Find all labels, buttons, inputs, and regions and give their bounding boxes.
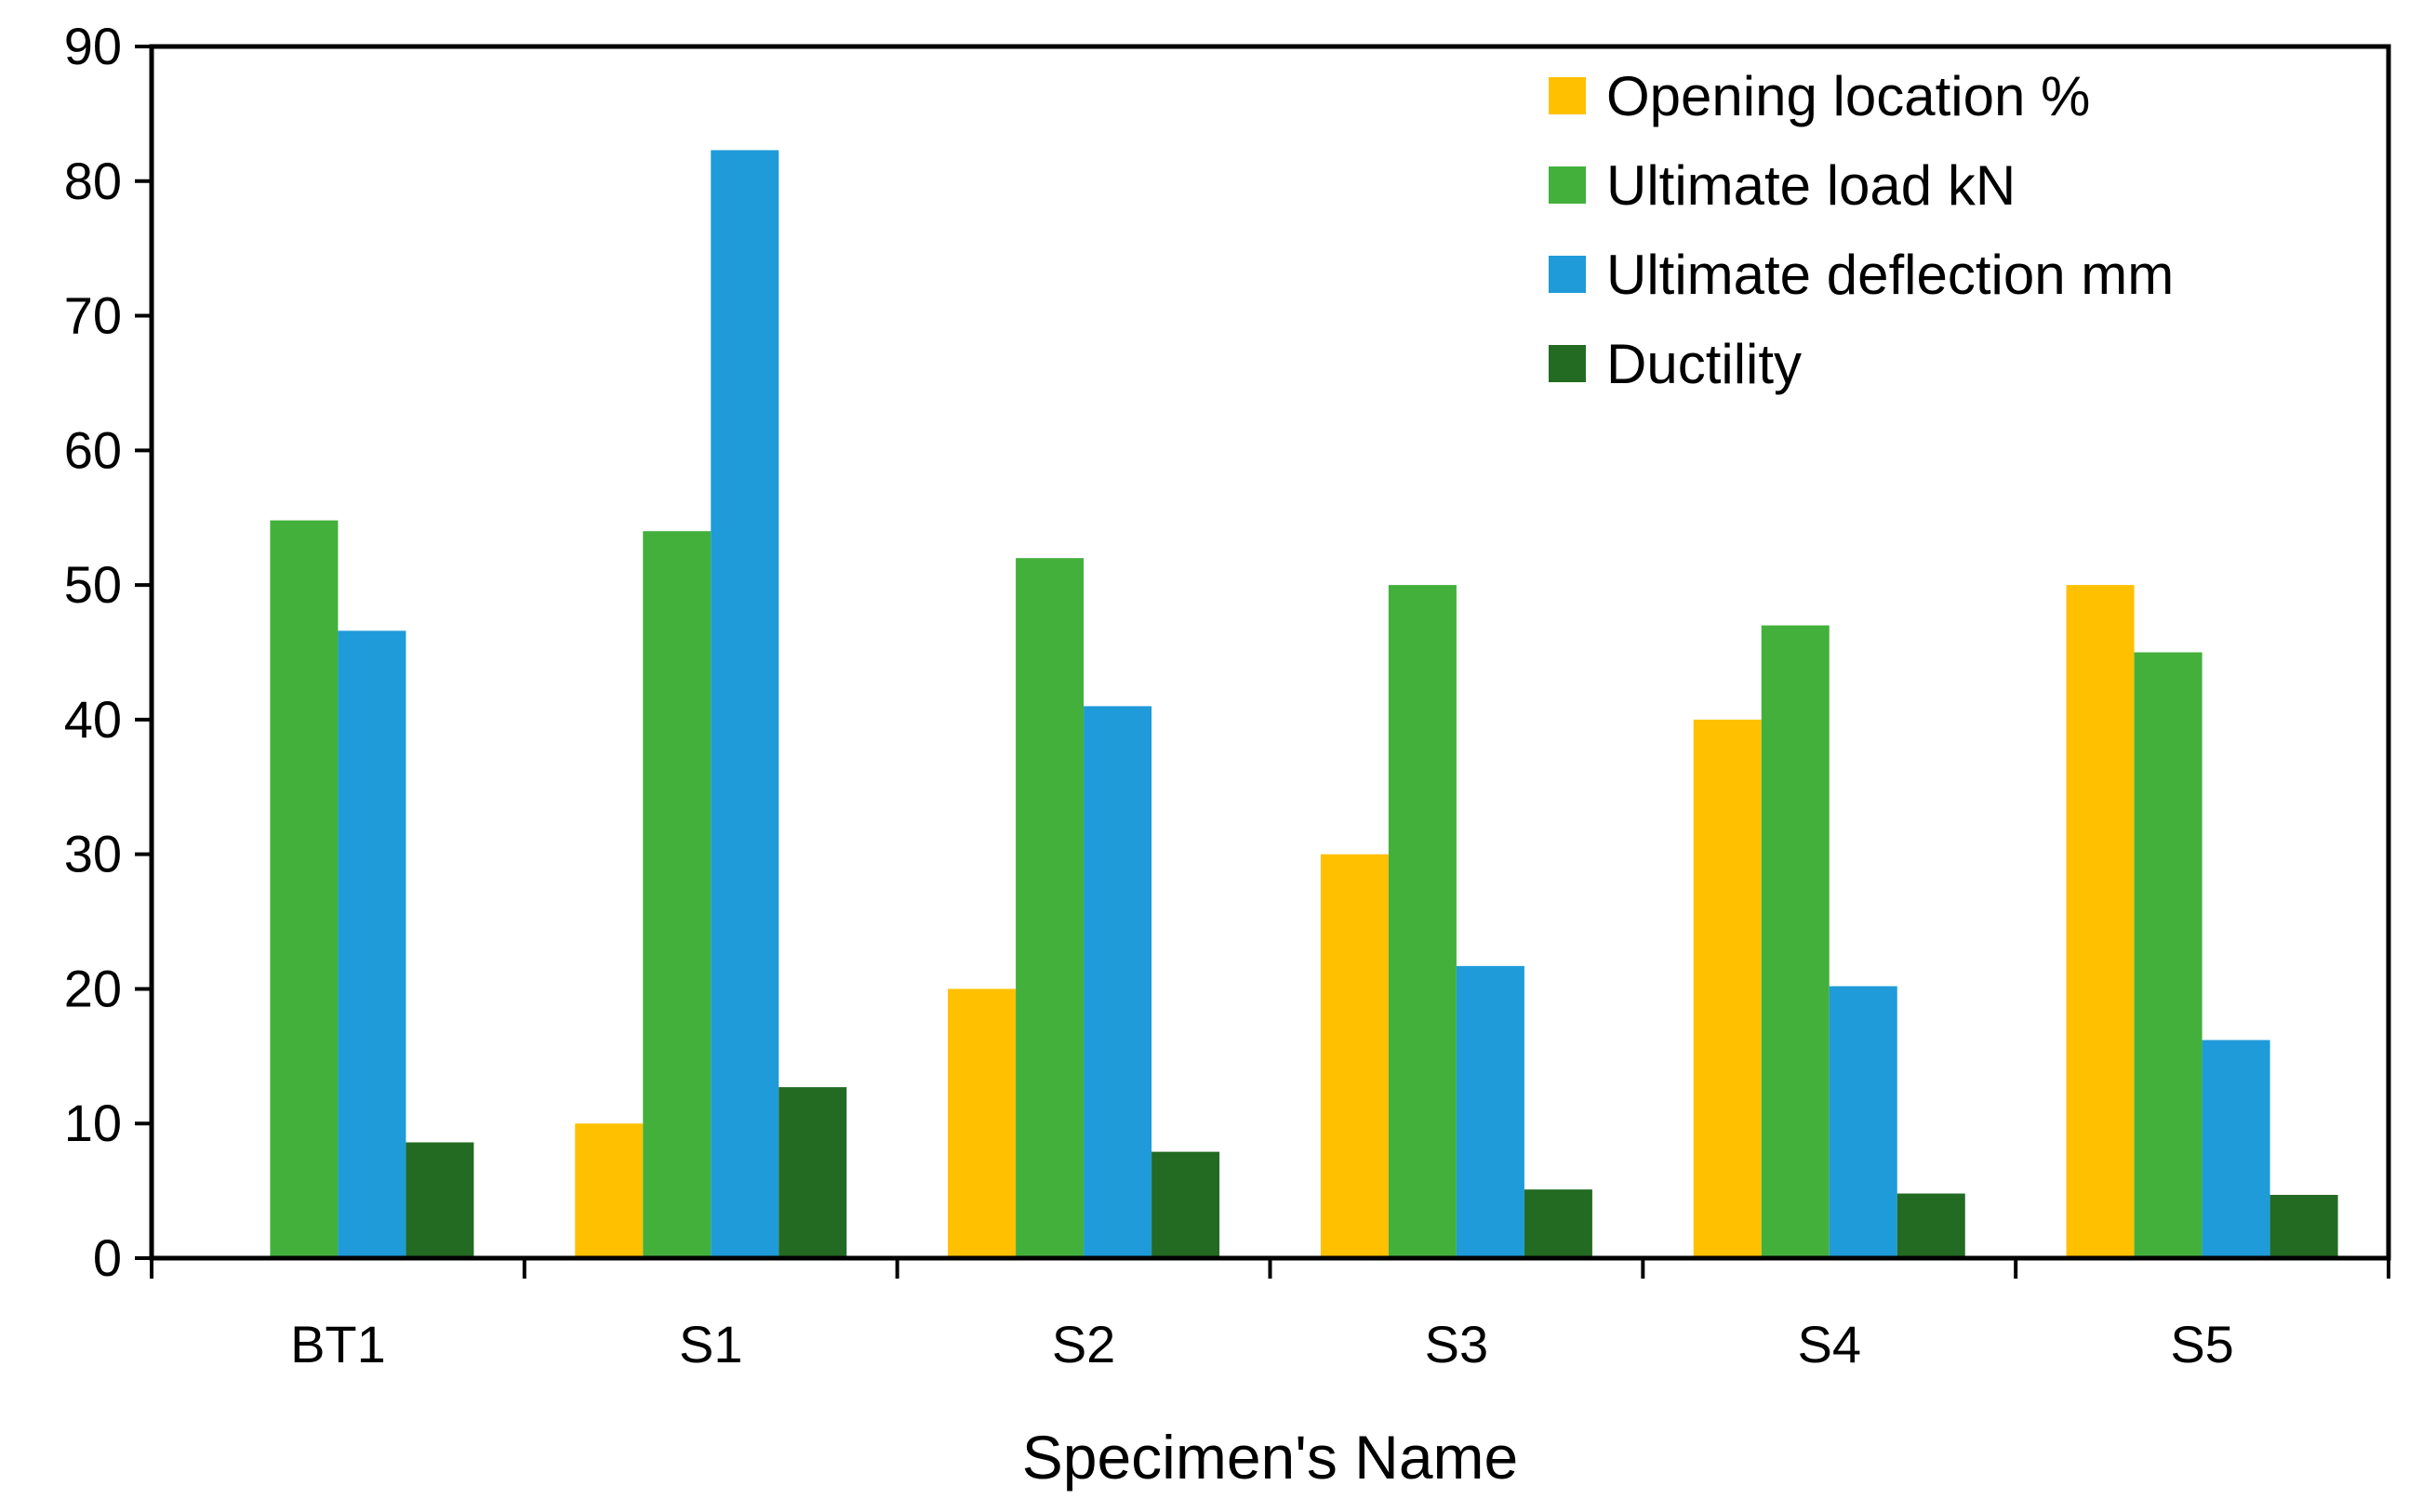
bar-series-group <box>270 150 2338 1258</box>
bar-ultimate-load-kn-s1 <box>643 531 712 1258</box>
bar-ultimate-load-kn-s3 <box>1388 585 1457 1258</box>
legend-swatch <box>1549 166 1586 204</box>
bar-opening-location-s3 <box>1320 854 1389 1258</box>
x-axis-tick-labels: BT1 S1 S2 S3 S4 S5 <box>290 1315 2234 1373</box>
bar-ultimate-load-kn-s4 <box>1761 625 1830 1258</box>
legend-swatch <box>1549 256 1586 293</box>
bar-opening-location-s2 <box>948 988 1017 1258</box>
bar-ultimate-deflection-mm-s4 <box>1829 986 1897 1258</box>
bar-ultimate-deflection-mm-s5 <box>2202 1040 2270 1258</box>
bar-opening-location-s1 <box>575 1123 644 1258</box>
y-tick-label: 90 <box>64 17 122 75</box>
x-tick-label: S4 <box>1798 1315 1862 1373</box>
bar-ultimate-load-kn-s2 <box>1016 558 1085 1258</box>
legend-swatch <box>1549 345 1586 382</box>
bar-ultimate-load-kn-s5 <box>2134 652 2203 1258</box>
bar-ultimate-deflection-mm-s2 <box>1084 706 1152 1258</box>
y-tick-label: 10 <box>64 1094 122 1152</box>
y-tick-label: 70 <box>64 286 122 345</box>
legend-label: Opening location % <box>1606 65 2090 127</box>
legend-label: Ultimate load kN <box>1606 154 2016 217</box>
bar-ductility-s3 <box>1524 1189 1592 1258</box>
x-tick-label: S5 <box>2170 1315 2234 1373</box>
bar-ultimate-deflection-mm-s1 <box>711 150 779 1258</box>
chart-legend: Opening location % Ultimate load kN Ultima… <box>1549 65 2174 395</box>
bar-ultimate-deflection-mm-bt1 <box>338 630 406 1258</box>
y-axis-ticks <box>135 45 152 1260</box>
bar-opening-location-s4 <box>1693 719 1762 1258</box>
bar-ductility-s2 <box>1151 1151 1220 1258</box>
bar-ultimate-deflection-mm-s3 <box>1456 965 1524 1258</box>
x-axis-title: Specimen's Name <box>1022 1423 1518 1492</box>
bar-ultimate-load-kn-bt1 <box>270 520 339 1258</box>
bar-ductility-s5 <box>2269 1194 2338 1258</box>
y-tick-label: 40 <box>64 690 122 749</box>
y-tick-label: 0 <box>93 1228 122 1287</box>
x-tick-label: S3 <box>1425 1315 1489 1373</box>
bar-opening-location-s5 <box>2066 585 2135 1258</box>
y-tick-label: 20 <box>64 959 122 1017</box>
y-axis-tick-labels: 0 10 20 30 40 50 60 70 80 90 <box>64 17 122 1287</box>
legend-label: Ultimate deflection mm <box>1606 244 2174 306</box>
y-tick-label: 50 <box>64 555 122 614</box>
bar-ductility-s4 <box>1897 1193 1965 1258</box>
y-tick-label: 30 <box>64 825 122 883</box>
legend-swatch <box>1549 77 1586 114</box>
y-tick-label: 60 <box>64 420 122 479</box>
x-tick-label: S2 <box>1052 1315 1116 1373</box>
x-tick-label: BT1 <box>290 1315 386 1373</box>
bar-ductility-s1 <box>779 1087 847 1258</box>
y-tick-label: 80 <box>64 152 122 210</box>
bar-ductility-bt1 <box>406 1142 474 1258</box>
plot-area-frame <box>149 44 2391 1261</box>
x-tick-label: S1 <box>679 1315 743 1373</box>
x-axis-ticks <box>150 1258 2390 1279</box>
legend-label: Ductility <box>1606 333 1802 395</box>
